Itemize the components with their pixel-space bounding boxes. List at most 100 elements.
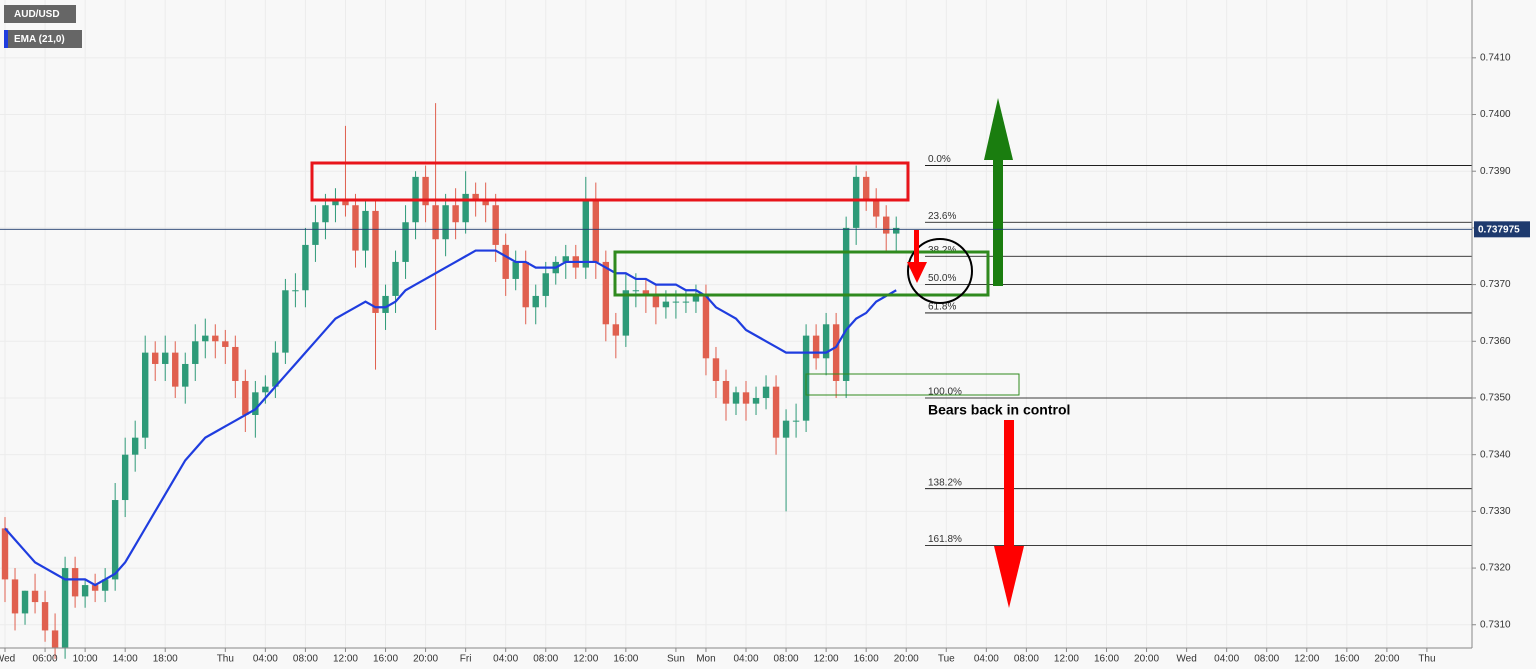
candle-body [782,420,790,438]
x-tick-label: 12:00 [573,654,598,665]
x-tick-label: 04:00 [493,654,518,665]
x-tick-label: 20:00 [894,654,919,665]
candle-body [352,205,359,251]
candle-body [302,244,309,291]
candle-body [322,205,329,223]
candle-body [872,199,880,217]
candle-body [152,352,159,364]
symbol-box [4,5,76,23]
legend-entry: EMA (21,0) [14,34,65,45]
fib-label: 161.8% [928,534,962,545]
fib-label: 100.0% [928,387,962,398]
x-tick-label: Wed [0,654,15,665]
candle-body [372,210,379,313]
x-tick-label: 18:00 [153,654,178,665]
candle-body [101,579,109,591]
annotations: Bears back in control [310,98,1070,608]
candle-body [402,222,409,262]
x-tick-label: Wed [1176,654,1196,665]
small-down-arrow [907,230,927,283]
candle-body [792,420,800,422]
x-tick-label: Thu [1418,654,1435,665]
grid [0,0,1472,648]
candle-body [672,301,680,303]
x-tick-label: 16:00 [854,654,879,665]
candle-body [472,193,479,200]
x-tick-label: 08:00 [774,654,799,665]
candle-body [862,176,870,200]
candle-body [832,324,840,381]
candle-body [292,290,299,292]
candle-body [632,290,640,292]
candle-body [172,352,179,387]
demand-box [805,373,1020,396]
x-tick-label: 12:00 [1054,654,1079,665]
candle-body [362,210,369,251]
x-tick-label: 04:00 [1214,654,1239,665]
candle-body [81,585,89,597]
x-tick-label: 16:00 [613,654,638,665]
fib-label: 61.8% [928,302,956,313]
y-tick-label: 0.7390 [1480,166,1511,177]
last-price-box [1474,221,1530,238]
legend-swatch [4,30,8,48]
candle-body [422,176,429,206]
candle-body [141,352,149,438]
candle-body [312,222,319,245]
candle-body [91,585,99,591]
y-tick-label: 0.7340 [1480,449,1511,460]
y-tick-label: 0.7370 [1480,279,1511,290]
candle-body [332,199,339,206]
candle-body [642,290,650,296]
candle-body [692,295,700,302]
candle-body [582,199,590,268]
last-price-label: 0.737975 [1478,224,1520,235]
candle-body [842,227,850,381]
candle-body [232,346,239,381]
candle-body [732,392,740,404]
candle-body [662,301,670,308]
candle-body [121,454,129,501]
candle-body [11,579,19,614]
candle-body [31,590,39,603]
x-tick-label: 12:00 [814,654,839,665]
symbol: AUD/USD [14,9,60,20]
x-tick-label: 04:00 [733,654,758,665]
candle-body [882,216,890,234]
candle-body [722,380,730,404]
candle-body [282,290,289,353]
support-box [613,250,990,297]
x-tick-label: 16:00 [1094,654,1119,665]
fib-label: 38.2% [928,245,956,256]
x-tick-label: 20:00 [1134,654,1159,665]
x-tick-label: 12:00 [333,654,358,665]
candle-body [242,380,249,415]
candle-body [462,193,469,223]
ema-line [4,249,897,587]
candle-body [131,437,139,455]
candle-body [682,301,690,303]
candle-body [51,630,59,648]
down-arrow [994,420,1024,608]
candle-body [512,261,519,279]
candle-body [652,295,660,308]
legend: AUD/USD EMA (21,0) [4,5,82,48]
candle-body [742,392,750,404]
x-tick-label: Tue [938,654,955,665]
candle-body [162,352,169,364]
candle-body [762,386,770,398]
annotation: Bears back in control [928,402,1070,418]
x-tick-label: 12:00 [1294,654,1319,665]
candle-body [252,392,259,415]
candle-body [622,290,630,336]
candle-body [712,358,720,381]
candle-body [592,199,600,262]
resistance-box [310,161,910,202]
candle-body [482,199,489,206]
candle-body [21,590,29,614]
candle-body [202,335,209,342]
y-tick-label: 0.7320 [1480,563,1511,574]
x-tick-label: 16:00 [373,654,398,665]
x-tick-label: 08:00 [533,654,558,665]
candle-body [432,205,439,240]
